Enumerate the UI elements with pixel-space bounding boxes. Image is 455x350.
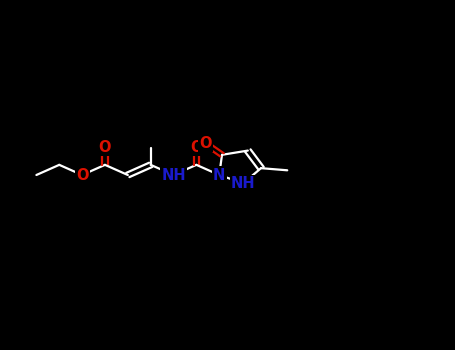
Text: NH: NH: [161, 168, 186, 182]
Text: O: O: [99, 140, 111, 155]
Text: O: O: [76, 168, 88, 182]
Text: O: O: [190, 140, 202, 155]
Text: NH: NH: [231, 176, 256, 191]
Text: O: O: [199, 136, 212, 151]
Text: N: N: [213, 168, 225, 182]
